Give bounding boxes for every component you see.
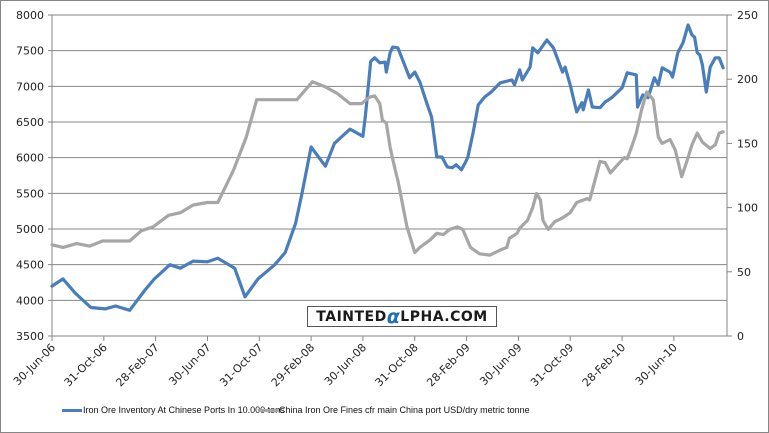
y-left-tick-label: 4000: [16, 294, 44, 307]
x-tick-label: 31-Oct-09: [528, 341, 576, 389]
x-tick-label: 31-Oct-07: [217, 341, 265, 389]
logo-alpha: α: [386, 305, 401, 328]
x-tick-label: 28-Feb-09: [424, 341, 472, 389]
y-left-tick-label: 5000: [16, 223, 44, 236]
x-tick-label: 30-Jun-07: [166, 341, 213, 388]
series-line-inventory: [50, 23, 725, 312]
x-tick-label: 28-Feb-10: [580, 341, 628, 389]
watermark-logo: TAINTED α LPHA.COM: [307, 306, 497, 327]
y-left-tick-label: 3500: [16, 330, 44, 343]
legend-label-inventory: Iron Ore Inventory At Chinese Ports In 1…: [83, 405, 285, 415]
y-left-tick-label: 6500: [16, 116, 44, 129]
x-tick-label: 28-Feb-07: [113, 341, 161, 389]
legend-swatch-price: [258, 408, 278, 412]
y-right-tick-label: 250: [737, 9, 758, 22]
x-tick-label: 31-Oct-06: [62, 341, 110, 389]
y-right-tick-label: 100: [737, 202, 758, 215]
legend-item-inventory: Iron Ore Inventory At Chinese Ports In 1…: [62, 405, 285, 415]
x-tick-label: 30-Jun-08: [322, 341, 369, 388]
y-left-tick-label: 8000: [16, 9, 44, 22]
x-tick-label: 29-Feb-08: [269, 341, 317, 389]
logo-text-1: TAINTED: [316, 308, 387, 325]
y-right-tick-label: 150: [737, 137, 758, 150]
y-left-tick-label: 7500: [16, 45, 44, 58]
x-tick-label: 31-Oct-08: [373, 341, 421, 389]
legend-swatch-inventory: [62, 408, 82, 412]
logo-text-2: LPHA.COM: [400, 308, 488, 325]
y-right-tick-label: 0: [737, 330, 744, 343]
legend-label-price: China Iron Ore Fines cfr main China port…: [279, 405, 530, 415]
y-right-tick-label: 50: [737, 266, 751, 279]
y-left-tick-label: 4500: [16, 259, 44, 272]
series-line-price: [50, 80, 725, 257]
y-left-tick-label: 6000: [16, 152, 44, 165]
y-left-tick-label: 5500: [16, 187, 44, 200]
y-left-tick-label: 7000: [16, 80, 44, 93]
legend-item-price: China Iron Ore Fines cfr main China port…: [258, 405, 530, 415]
x-tick-label: 30-Jun-06: [11, 341, 58, 388]
y-right-tick-label: 200: [737, 73, 758, 86]
x-tick-label: 30-Jun-10: [633, 341, 680, 388]
x-tick-label: 30-Jun-09: [477, 341, 524, 388]
